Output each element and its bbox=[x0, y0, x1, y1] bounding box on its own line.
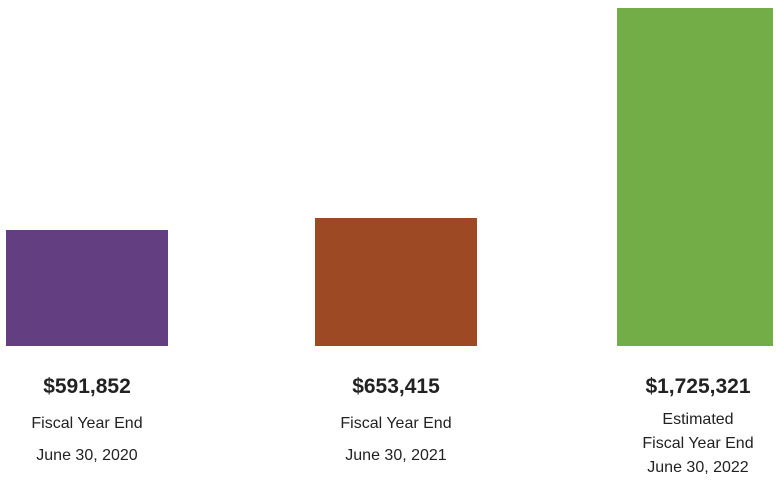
category-label: Fiscal Year End June 30, 2020 bbox=[31, 415, 143, 464]
bar bbox=[6, 229, 168, 346]
bar bbox=[617, 7, 773, 346]
value-label: $591,852 bbox=[43, 375, 131, 398]
category-label: Estimated Fiscal Year End June 30, 2022 bbox=[642, 411, 754, 476]
bar bbox=[315, 217, 477, 346]
category-label: Fiscal Year End June 30, 2021 bbox=[340, 415, 452, 464]
value-label: $1,725,321 bbox=[645, 375, 751, 398]
value-label: $653,415 bbox=[352, 375, 440, 398]
